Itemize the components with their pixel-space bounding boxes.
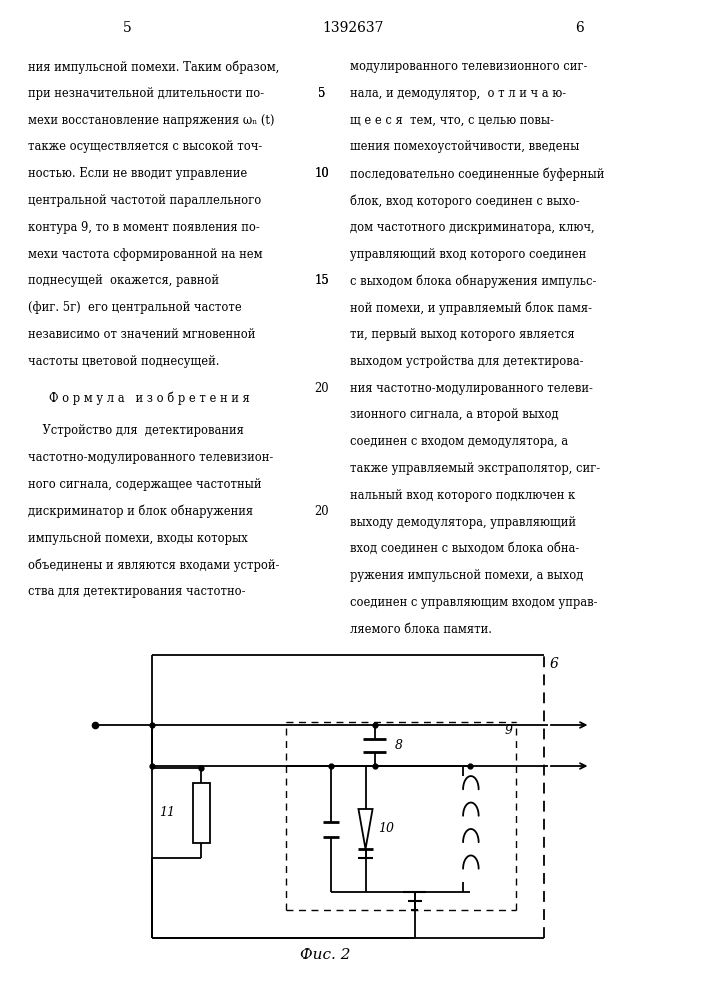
Text: мехи восстановление напряжения ωₙ (t): мехи восстановление напряжения ωₙ (t) <box>28 114 275 127</box>
Text: выходом устройства для детектирова-: выходом устройства для детектирова- <box>350 355 583 368</box>
Text: 20: 20 <box>315 505 329 518</box>
Text: управляющий вход которого соединен: управляющий вход которого соединен <box>350 248 586 261</box>
Text: 10: 10 <box>378 822 395 836</box>
Text: 11: 11 <box>159 806 175 820</box>
Text: также осуществляется с высокой точ-: также осуществляется с высокой точ- <box>28 140 262 153</box>
Text: ной помехи, и управляемый блок памя-: ной помехи, и управляемый блок памя- <box>350 301 592 315</box>
Text: ти, первый выход которого является: ти, первый выход которого является <box>350 328 575 341</box>
Text: 5: 5 <box>123 21 132 35</box>
Text: дом частотного дискриминатора, ключ,: дом частотного дискриминатора, ключ, <box>350 221 595 234</box>
Text: частотно-модулированного телевизион-: частотно-модулированного телевизион- <box>28 451 274 464</box>
Text: ния импульсной помехи. Таким образом,: ния импульсной помехи. Таким образом, <box>28 60 280 74</box>
Text: также управляемый экстраполятор, сиг-: также управляемый экстраполятор, сиг- <box>350 462 600 475</box>
Text: блок, вход которого соединен с выхо-: блок, вход которого соединен с выхо- <box>350 194 580 208</box>
Text: при незначительной длительности по-: при незначительной длительности по- <box>28 87 264 100</box>
Text: ния частотно-модулированного телеви-: ния частотно-модулированного телеви- <box>350 382 593 395</box>
Text: 5: 5 <box>318 87 325 100</box>
Text: ляемого блока памяти.: ляемого блока памяти. <box>350 623 492 636</box>
Text: 15: 15 <box>315 274 329 287</box>
Text: 10: 10 <box>315 167 329 180</box>
Text: последовательно соединенные буферный: последовательно соединенные буферный <box>350 167 604 181</box>
Text: Устройство для  детектирования: Устройство для детектирования <box>28 424 244 437</box>
Text: 15: 15 <box>315 274 329 287</box>
Text: 6: 6 <box>575 21 584 35</box>
Text: нальный вход которого подключен к: нальный вход которого подключен к <box>350 489 575 502</box>
Text: объединены и являются входами устрой-: объединены и являются входами устрой- <box>28 558 280 572</box>
Text: модулированного телевизионного сиг-: модулированного телевизионного сиг- <box>350 60 588 73</box>
Text: соединен с управляющим входом управ-: соединен с управляющим входом управ- <box>350 596 597 609</box>
Text: Ф о р м у л а   и з о б р е т е н и я: Ф о р м у л а и з о б р е т е н и я <box>49 392 250 405</box>
Text: 5: 5 <box>318 87 325 100</box>
Text: с выходом блока обнаружения импульс-: с выходом блока обнаружения импульс- <box>350 274 596 288</box>
Text: 6: 6 <box>550 657 559 671</box>
Text: ного сигнала, содержащее частотный: ного сигнала, содержащее частотный <box>28 478 262 491</box>
Text: 10: 10 <box>315 167 329 180</box>
Text: 8: 8 <box>395 739 402 752</box>
Text: мехи частота сформированной на нем: мехи частота сформированной на нем <box>28 248 263 261</box>
Text: щ е е с я  тем, что, с целью повы-: щ е е с я тем, что, с целью повы- <box>350 114 554 127</box>
Polygon shape <box>358 809 373 849</box>
Text: выходу демодулятора, управляющий: выходу демодулятора, управляющий <box>350 516 576 529</box>
Text: 1392637: 1392637 <box>323 21 384 35</box>
Text: независимо от значений мгновенной: независимо от значений мгновенной <box>28 328 256 341</box>
Text: нала, и демодулятор,  о т л и ч а ю-: нала, и демодулятор, о т л и ч а ю- <box>350 87 566 100</box>
Text: импульсной помехи, входы которых: импульсной помехи, входы которых <box>28 532 248 545</box>
Text: зионного сигнала, а второй выход: зионного сигнала, а второй выход <box>350 408 559 421</box>
Text: ства для детектирования частотно-: ства для детектирования частотно- <box>28 585 246 598</box>
Text: контура 9, то в момент появления по-: контура 9, то в момент появления по- <box>28 221 260 234</box>
Text: поднесущей  окажется, равной: поднесущей окажется, равной <box>28 274 219 287</box>
Text: (фиг. 5г)  его центральной частоте: (фиг. 5г) его центральной частоте <box>28 301 242 314</box>
Text: Фuc. 2: Фuc. 2 <box>300 948 351 962</box>
Text: ностью. Если не вводит управление: ностью. Если не вводит управление <box>28 167 247 180</box>
Text: соединен с входом демодулятора, а: соединен с входом демодулятора, а <box>350 435 568 448</box>
Text: частоты цветовой поднесущей.: частоты цветовой поднесущей. <box>28 355 220 368</box>
Text: ружения импульсной помехи, а выход: ружения импульсной помехи, а выход <box>350 569 583 582</box>
Bar <box>193 783 210 843</box>
Text: 20: 20 <box>315 382 329 395</box>
Text: шения помехоустойчивости, введены: шения помехоустойчивости, введены <box>350 140 579 153</box>
Text: дискриминатор и блок обнаружения: дискриминатор и блок обнаружения <box>28 505 253 518</box>
Text: 9: 9 <box>505 724 513 737</box>
Text: центральной частотой параллельного: центральной частотой параллельного <box>28 194 262 207</box>
Text: вход соединен с выходом блока обна-: вход соединен с выходом блока обна- <box>350 542 579 555</box>
